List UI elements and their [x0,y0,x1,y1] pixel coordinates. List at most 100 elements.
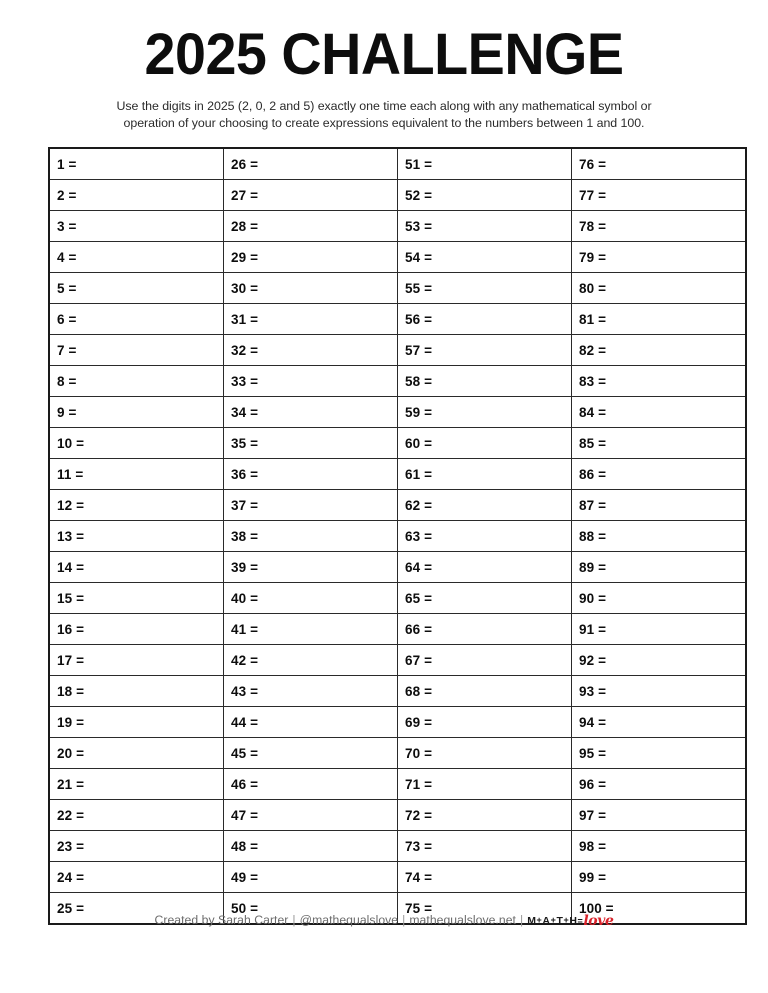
answer-cell[interactable]: 11 = [48,458,224,490]
answer-cell[interactable]: 89 = [571,551,747,583]
answer-cell[interactable]: 87 = [571,489,747,521]
answer-cell[interactable]: 39 = [223,551,398,583]
answer-cell[interactable]: 65 = [397,582,572,614]
answer-cell[interactable]: 33 = [223,365,398,397]
answer-cell[interactable]: 45 = [223,737,398,769]
answer-cell[interactable]: 82 = [571,334,747,366]
answer-cell[interactable]: 21 = [48,768,224,800]
answer-cell[interactable]: 6 = [48,303,224,335]
answer-cell[interactable]: 19 = [48,706,224,738]
answer-cell[interactable]: 81 = [571,303,747,335]
answer-cell[interactable]: 55 = [397,272,572,304]
answer-cell[interactable]: 43 = [223,675,398,707]
answer-cell[interactable]: 26 = [223,147,398,180]
answer-cell[interactable]: 10 = [48,427,224,459]
answer-cell[interactable]: 77 = [571,179,747,211]
answer-cell[interactable]: 98 = [571,830,747,862]
answer-cell[interactable]: 1 = [48,147,224,180]
answer-cell[interactable]: 93 = [571,675,747,707]
answer-cell[interactable]: 18 = [48,675,224,707]
answer-cell[interactable]: 99 = [571,861,747,893]
answer-cell[interactable]: 91 = [571,613,747,645]
answer-cell[interactable]: 60 = [397,427,572,459]
answer-cell[interactable]: 73 = [397,830,572,862]
answer-cell[interactable]: 35 = [223,427,398,459]
answer-cell[interactable]: 49 = [223,861,398,893]
answer-cell[interactable]: 75 = [397,892,572,925]
answer-cell[interactable]: 15 = [48,582,224,614]
answer-cell[interactable]: 29 = [223,241,398,273]
answer-cell[interactable]: 8 = [48,365,224,397]
answer-cell[interactable]: 92 = [571,644,747,676]
answer-cell[interactable]: 16 = [48,613,224,645]
answer-cell[interactable]: 25 = [48,892,224,925]
answer-cell[interactable]: 52 = [397,179,572,211]
answer-cell[interactable]: 67 = [397,644,572,676]
answer-cell[interactable]: 5 = [48,272,224,304]
answer-cell[interactable]: 28 = [223,210,398,242]
answer-cell[interactable]: 70 = [397,737,572,769]
answer-cell[interactable]: 48 = [223,830,398,862]
answer-cell[interactable]: 56 = [397,303,572,335]
answer-cell[interactable]: 78 = [571,210,747,242]
answer-cell[interactable]: 74 = [397,861,572,893]
answer-cell[interactable]: 42 = [223,644,398,676]
answer-cell[interactable]: 32 = [223,334,398,366]
answer-cell[interactable]: 53 = [397,210,572,242]
answer-cell[interactable]: 7 = [48,334,224,366]
answer-cell[interactable]: 79 = [571,241,747,273]
answer-cell[interactable]: 80 = [571,272,747,304]
answer-cell[interactable]: 90 = [571,582,747,614]
answer-cell[interactable]: 69 = [397,706,572,738]
answer-cell[interactable]: 47 = [223,799,398,831]
answer-cell[interactable]: 38 = [223,520,398,552]
answer-cell[interactable]: 12 = [48,489,224,521]
answer-cell[interactable]: 23 = [48,830,224,862]
answer-cell[interactable]: 97 = [571,799,747,831]
answer-cell[interactable]: 100 = [571,892,747,925]
answer-cell[interactable]: 86 = [571,458,747,490]
answer-cell[interactable]: 34 = [223,396,398,428]
answer-cell[interactable]: 57 = [397,334,572,366]
answer-cell[interactable]: 4 = [48,241,224,273]
answer-cell[interactable]: 71 = [397,768,572,800]
answer-cell[interactable]: 66 = [397,613,572,645]
answer-cell[interactable]: 68 = [397,675,572,707]
answer-cell[interactable]: 30 = [223,272,398,304]
answer-cell[interactable]: 20 = [48,737,224,769]
answer-cell[interactable]: 72 = [397,799,572,831]
answer-cell[interactable]: 83 = [571,365,747,397]
answer-cell[interactable]: 24 = [48,861,224,893]
answer-cell[interactable]: 59 = [397,396,572,428]
answer-cell[interactable]: 61 = [397,458,572,490]
answer-cell[interactable]: 22 = [48,799,224,831]
answer-cell[interactable]: 31 = [223,303,398,335]
answer-cell[interactable]: 62 = [397,489,572,521]
answer-cell[interactable]: 96 = [571,768,747,800]
answer-cell[interactable]: 13 = [48,520,224,552]
answer-cell[interactable]: 40 = [223,582,398,614]
answer-cell[interactable]: 2 = [48,179,224,211]
answer-cell[interactable]: 3 = [48,210,224,242]
answer-cell[interactable]: 44 = [223,706,398,738]
answer-cell[interactable]: 63 = [397,520,572,552]
answer-cell[interactable]: 94 = [571,706,747,738]
answer-cell[interactable]: 88 = [571,520,747,552]
answer-cell[interactable]: 27 = [223,179,398,211]
answer-cell[interactable]: 14 = [48,551,224,583]
answer-cell[interactable]: 36 = [223,458,398,490]
answer-cell[interactable]: 41 = [223,613,398,645]
answer-cell[interactable]: 46 = [223,768,398,800]
answer-cell[interactable]: 58 = [397,365,572,397]
answer-cell[interactable]: 9 = [48,396,224,428]
answer-cell[interactable]: 64 = [397,551,572,583]
answer-cell[interactable]: 84 = [571,396,747,428]
answer-cell[interactable]: 17 = [48,644,224,676]
answer-cell[interactable]: 85 = [571,427,747,459]
answer-cell[interactable]: 76 = [571,147,747,180]
answer-cell[interactable]: 37 = [223,489,398,521]
answer-cell[interactable]: 51 = [397,147,572,180]
answer-cell[interactable]: 54 = [397,241,572,273]
answer-cell[interactable]: 95 = [571,737,747,769]
